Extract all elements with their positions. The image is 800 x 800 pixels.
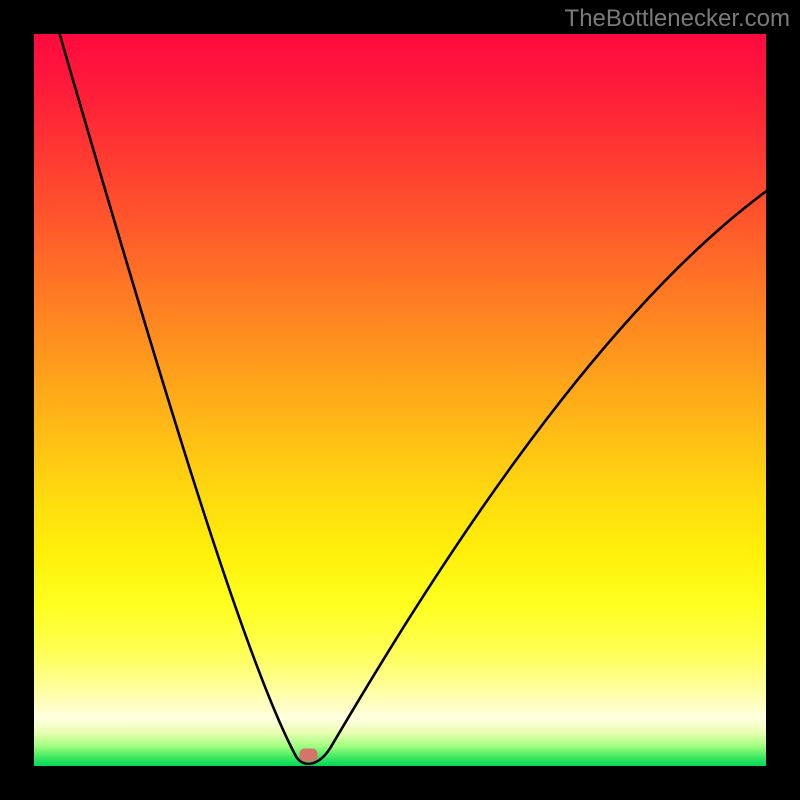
optimal-point-marker (300, 749, 318, 762)
plot-gradient-background (34, 34, 766, 766)
watermark-text: TheBottlenecker.com (565, 5, 790, 32)
